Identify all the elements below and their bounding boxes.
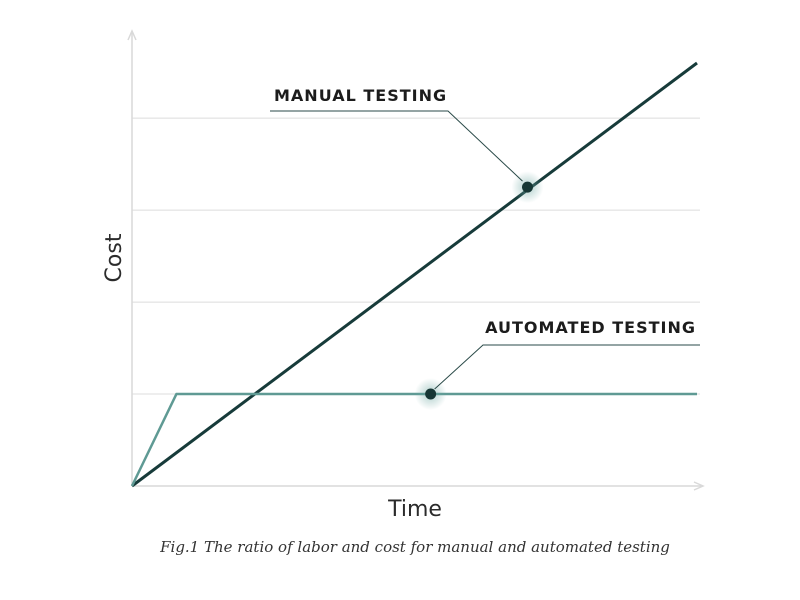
axis-layer <box>127 29 705 491</box>
grid-layer <box>132 117 700 395</box>
x-axis-arrow <box>693 481 705 491</box>
marker-point-automated-testing <box>425 388 437 400</box>
series-line-manual-testing <box>131 61 698 488</box>
leader-line-manual-testing <box>270 110 523 182</box>
annotation-label-automated-testing: AUTOMATED TESTING <box>485 318 696 337</box>
y-axis-label: Cost <box>102 233 127 282</box>
series-line-automated-testing <box>130 392 697 487</box>
x-axis-label: Time <box>387 497 442 522</box>
series-layer <box>130 61 698 488</box>
annotation-layer: MANUAL TESTING AUTOMATED TESTING <box>270 86 700 390</box>
figure-caption: Fig.1 The ratio of labor and cost for ma… <box>160 538 670 556</box>
marker-point-manual-testing <box>522 181 533 193</box>
y-axis-arrow <box>127 29 137 41</box>
leader-line-automated-testing <box>434 344 700 390</box>
annotation-label-manual-testing: MANUAL TESTING <box>274 86 447 105</box>
